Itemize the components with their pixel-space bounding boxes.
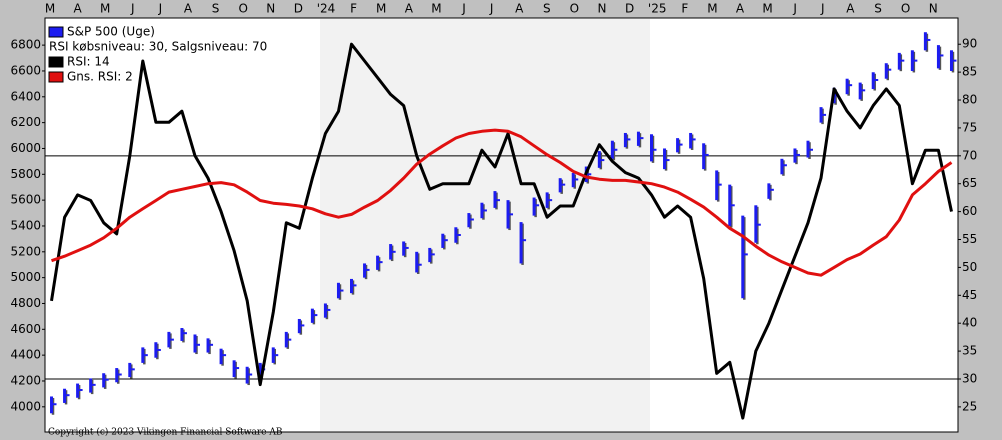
y-tick-label: 5400 bbox=[10, 218, 41, 232]
month-label: A bbox=[405, 2, 414, 16]
month-label: '25 bbox=[648, 2, 667, 16]
month-label: J bbox=[158, 2, 163, 16]
month-label: M bbox=[707, 2, 717, 16]
month-label: O bbox=[238, 2, 247, 16]
month-label: N bbox=[598, 2, 607, 16]
month-label: S bbox=[543, 2, 551, 16]
month-label: J bbox=[792, 2, 797, 16]
legend-swatch bbox=[48, 56, 64, 68]
month-label: D bbox=[625, 2, 634, 16]
month-label: O bbox=[901, 2, 910, 16]
y-tick-label: 6800 bbox=[10, 38, 41, 52]
month-label: D bbox=[294, 2, 303, 16]
y-tick-label: 4800 bbox=[10, 296, 41, 310]
month-label: F bbox=[681, 2, 688, 16]
y2-tick-label: 60 bbox=[962, 204, 977, 218]
month-label: A bbox=[184, 2, 193, 16]
month-label: J bbox=[820, 2, 825, 16]
legend-swatch bbox=[48, 71, 64, 83]
y-tick-label: 5600 bbox=[10, 193, 41, 207]
y-tick-label: 6200 bbox=[10, 115, 41, 129]
copyright: Copyright (c) 2023 Vikingen Financial So… bbox=[48, 427, 283, 438]
y2-tick-label: 40 bbox=[962, 316, 977, 330]
y2-tick-label: 45 bbox=[962, 288, 977, 302]
y2-tick-label: 70 bbox=[962, 148, 977, 162]
legend-label: RSI: 14 bbox=[67, 55, 110, 69]
y2-tick-label: 65 bbox=[962, 176, 977, 190]
line bbox=[51, 128, 953, 277]
y2-tick-label: 55 bbox=[962, 232, 977, 246]
month-label: '24 bbox=[317, 2, 336, 16]
y-tick-label: 4200 bbox=[10, 373, 41, 387]
y2-tick-label: 30 bbox=[962, 371, 977, 385]
y2-tick-label: 90 bbox=[962, 37, 977, 51]
line bbox=[50, 42, 953, 420]
y-tick-label: 6000 bbox=[10, 141, 41, 155]
legend-label: S&P 500 (Uge) bbox=[67, 25, 155, 39]
month-label: M bbox=[762, 2, 772, 16]
month-label: J bbox=[461, 2, 466, 16]
month-label: N bbox=[929, 2, 938, 16]
y-tick-label: 5800 bbox=[10, 167, 41, 181]
year-band bbox=[320, 19, 650, 431]
y-tick-label: 4600 bbox=[10, 322, 41, 336]
y2-tick-label: 80 bbox=[962, 93, 977, 107]
month-label: M bbox=[431, 2, 441, 16]
y-tick-label: 6600 bbox=[10, 63, 41, 77]
y2-tick-label: 85 bbox=[962, 65, 977, 79]
month-label: J bbox=[489, 2, 494, 16]
month-label: F bbox=[350, 2, 357, 16]
month-label: J bbox=[130, 2, 135, 16]
y2-tick-label: 25 bbox=[962, 399, 977, 413]
y-tick-label: 5000 bbox=[10, 270, 41, 284]
month-label: A bbox=[736, 2, 745, 16]
legend-label: Gns. RSI: 2 bbox=[67, 70, 133, 84]
legend-swatch bbox=[48, 26, 64, 38]
month-label: S bbox=[212, 2, 220, 16]
month-label: M bbox=[100, 2, 110, 16]
month-label: A bbox=[515, 2, 524, 16]
month-label: O bbox=[570, 2, 579, 16]
y-tick-label: 6400 bbox=[10, 89, 41, 103]
legend-note: RSI købsniveau: 30, Salgsniveau: 70 bbox=[49, 40, 267, 54]
month-label: M bbox=[376, 2, 386, 16]
month-label: M bbox=[45, 2, 55, 16]
y-tick-label: 4000 bbox=[10, 399, 41, 413]
y2-tick-label: 75 bbox=[962, 120, 977, 134]
month-label: S bbox=[874, 2, 882, 16]
y2-tick-label: 35 bbox=[962, 344, 977, 358]
y-tick-label: 5200 bbox=[10, 244, 41, 258]
month-label: N bbox=[266, 2, 275, 16]
month-label: A bbox=[73, 2, 82, 16]
y2-tick-label: 50 bbox=[962, 260, 977, 274]
month-label: A bbox=[846, 2, 855, 16]
y-tick-label: 4400 bbox=[10, 348, 41, 362]
